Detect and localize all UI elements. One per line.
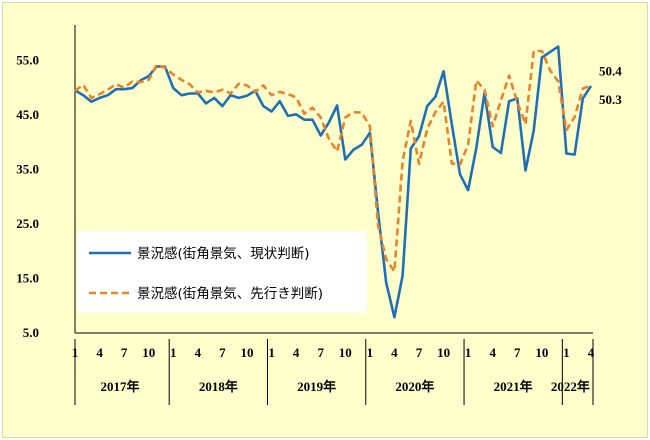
x-tick-label: 7 [121, 345, 128, 360]
x-tick-label: 1 [465, 345, 472, 360]
y-tick-label: 45.0 [16, 107, 39, 122]
x-tick-label: 4 [391, 345, 398, 360]
y-tick-label: 15.0 [16, 270, 39, 285]
x-tick-label: 4 [489, 345, 496, 360]
x-tick-label: 1 [72, 345, 79, 360]
x-tick-label: 10 [241, 345, 254, 360]
legend-label-current: 景況感(街角景気、現状判断) [137, 245, 310, 262]
series-line-outlook [74, 49, 592, 273]
year-label: 2019年 [297, 379, 336, 394]
year-label: 2021年 [494, 379, 533, 394]
x-tick-label: 10 [142, 345, 155, 360]
x-tick-label: 10 [437, 345, 450, 360]
x-tick-label: 10 [339, 345, 352, 360]
year-label: 2017年 [101, 379, 140, 394]
y-tick-label: 25.0 [16, 216, 39, 231]
x-tick-label: 4 [96, 345, 103, 360]
x-tick-label: 4 [195, 345, 202, 360]
x-tick-label: 1 [170, 345, 177, 360]
y-tick-label: 5.0 [23, 325, 39, 340]
y-tick-label: 55.0 [16, 52, 39, 67]
year-label: 2020年 [395, 379, 434, 394]
legend-label-outlook: 景況感(街角景気、先行き判断) [137, 285, 323, 302]
y-tick-label: 35.0 [16, 161, 39, 176]
x-tick-label: 7 [219, 345, 226, 360]
x-tick-label: 1 [268, 345, 275, 360]
x-tick-label: 7 [317, 345, 324, 360]
end-label-current: 50.3 [599, 92, 622, 107]
x-tick-label: 1 [563, 345, 570, 360]
year-label: 2022年 [551, 379, 590, 394]
legend-box [77, 231, 367, 313]
line-chart: 55.0 45.0 35.0 25.0 15.0 5.0 1 4 7 10 1 4 7 10 1 4 7 10 1 4… [16, 25, 622, 405]
x-tick-label: 7 [416, 345, 423, 360]
x-tick-label: 1 [367, 345, 374, 360]
x-tick-label: 4 [588, 345, 595, 360]
x-tick-label: 7 [514, 345, 521, 360]
year-label: 2018年 [199, 379, 238, 394]
legend: 景況感(街角景気、現状判断) 景況感(街角景気、先行き判断) [77, 231, 367, 313]
end-label-outlook: 50.4 [599, 63, 622, 78]
x-tick-label: 4 [293, 345, 300, 360]
x-tick-label: 10 [535, 345, 548, 360]
